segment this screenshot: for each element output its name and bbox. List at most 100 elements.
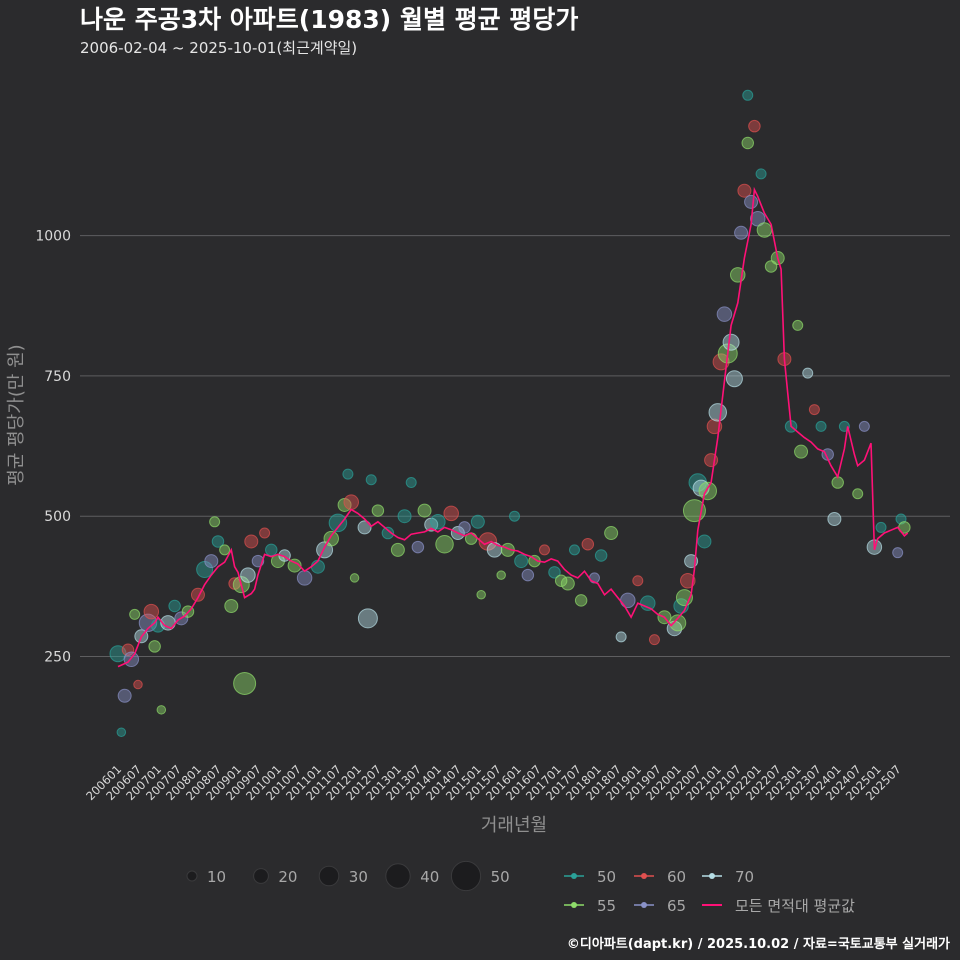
data-point [486,542,503,558]
data-point [568,544,580,556]
size-legend-label: 10 [207,868,226,886]
data-point [476,590,486,600]
data-point [697,534,712,549]
color-legend: 50 60 70 55 65 모든 면적대 평균값 [564,868,855,915]
chart-title: 나운 주공3차 아파트(1983) 월별 평균 평당가 [80,5,578,34]
data-point [744,194,759,209]
data-point [381,526,395,540]
data-point [357,608,378,629]
data-point [411,540,425,554]
data-point [574,594,588,607]
data-point [129,608,141,620]
gridlines [80,235,950,657]
data-point [802,367,814,379]
data-point [435,535,454,554]
data-point [343,494,359,510]
color-legend-label: 모든 면적대 평균값 [735,897,855,915]
y-tick-label: 250 [44,650,71,666]
data-point [831,476,844,489]
data-point [741,136,754,150]
color-legend-label: 70 [735,868,754,886]
data-point [417,503,432,518]
data-point [858,420,870,432]
data-point [604,526,619,541]
data-point [496,570,506,580]
data-point [143,603,160,620]
data-point [620,592,636,609]
data-point [470,514,485,529]
y-axis-ticks: 250 500 750 1000 [35,229,71,666]
data-point [742,89,754,101]
data-point [680,572,696,589]
data-point [148,640,161,653]
data-point [117,688,132,703]
average-price-line [117,186,909,668]
data-point [749,211,766,227]
data-point [211,535,225,548]
data-point [121,643,135,657]
color-legend-label: 65 [667,897,686,915]
data-point [734,225,749,240]
data-point [209,516,221,528]
color-legend-dot [571,902,577,908]
data-point [808,404,820,416]
data-point [875,521,887,533]
data-point [748,119,761,133]
data-point [722,333,740,351]
x-axis-title: 거래년월 [481,815,547,836]
data-point [168,599,181,613]
data-point [328,513,348,533]
data-point [478,532,498,551]
data-point [648,634,660,646]
data-point [712,353,730,371]
data-point [548,566,561,579]
footer-credit: ©디아파트(dapt.kr) / 2025.10.02 / 자료=국토교통부 실… [567,936,950,952]
size-legend-circle [186,870,198,882]
data-point [560,576,575,591]
size-legend-label: 40 [420,868,439,886]
data-point [521,568,535,582]
size-legend: 10 20 30 40 50 [186,860,510,892]
y-axis-title: 평균 평당가(만 원) [6,344,27,485]
x-axis-ticks: 2006012006072007012007072008012008072009… [83,762,904,803]
size-legend-label: 50 [491,868,510,886]
data-point [342,468,354,480]
color-legend-dot [641,873,647,879]
data-point [737,183,752,198]
data-point [892,547,904,559]
data-point [123,651,140,668]
data-point [756,222,773,238]
data-point [265,543,278,557]
data-point [219,544,231,556]
color-legend-label: 60 [667,868,686,886]
data-point [116,727,127,738]
chart-subtitle: 2006-02-04 ~ 2025-10-01(최근계약일) [80,39,357,57]
color-legend-label: 55 [597,897,616,915]
size-legend-label: 20 [278,868,297,886]
data-point [458,521,471,534]
data-point [640,595,656,611]
data-point [133,679,143,690]
data-point [296,570,313,586]
data-point [815,420,827,432]
data-point [233,671,257,695]
data-point [310,559,325,574]
size-legend-circle [253,868,269,884]
data-point [349,573,360,583]
y-tick-label: 500 [44,509,71,525]
data-point [365,474,377,486]
data-point [390,542,405,557]
y-tick-label: 1000 [35,229,71,245]
data-point [794,444,809,459]
size-legend-circle [385,863,411,889]
data-point [615,631,627,643]
data-point [698,481,718,501]
y-tick-label: 750 [44,369,71,385]
data-point [755,168,767,180]
data-point [852,488,864,500]
size-legend-label: 30 [349,868,368,886]
data-point [443,505,459,522]
data-point [397,509,412,524]
